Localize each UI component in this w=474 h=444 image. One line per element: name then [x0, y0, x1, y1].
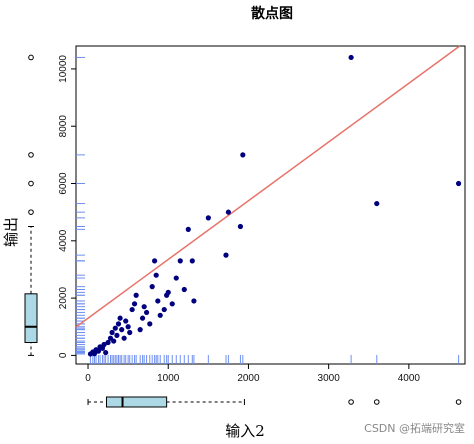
data-point	[101, 341, 107, 348]
data-point	[189, 258, 195, 264]
y-axis-label: 输出	[2, 217, 20, 247]
data-point	[112, 325, 118, 331]
plot-frame	[75, 45, 466, 365]
x-tick-label: 3000	[318, 373, 341, 384]
data-point	[133, 292, 139, 298]
data-point	[161, 306, 167, 313]
chart-title: 散点图	[251, 5, 293, 22]
data-point	[119, 327, 125, 333]
data-point	[125, 324, 131, 330]
data-point	[185, 226, 191, 232]
data-point	[155, 298, 161, 304]
x-tick-label: 4000	[398, 373, 421, 384]
data-points	[87, 54, 462, 357]
data-point	[114, 332, 120, 338]
data-point	[123, 318, 129, 324]
data-point	[173, 275, 179, 281]
y-tick-label: 2000	[58, 287, 69, 310]
y-boxplot	[24, 54, 38, 356]
data-point	[121, 335, 127, 341]
data-point	[455, 180, 462, 187]
data-point	[127, 329, 133, 336]
x-box-outlier	[455, 399, 462, 405]
data-point	[141, 304, 147, 310]
data-point	[91, 351, 98, 357]
y-tick-label: 6000	[58, 172, 69, 195]
data-point	[374, 200, 380, 207]
x-box-body	[105, 396, 168, 408]
data-point	[139, 315, 146, 321]
data-point	[147, 321, 153, 327]
x-tick-label: 1000	[157, 373, 180, 384]
y-box-outlier	[28, 54, 34, 61]
y-box-outlier	[28, 180, 34, 187]
x-box-outlier	[348, 399, 354, 405]
regression-line	[75, 45, 461, 328]
data-point	[191, 298, 197, 304]
data-point	[109, 329, 115, 336]
data-point	[153, 272, 159, 278]
rug-marks	[76, 56, 460, 364]
data-point	[225, 209, 231, 215]
x-axis: 0 1000 2000 3000 4000	[85, 364, 420, 384]
data-point	[95, 348, 102, 354]
y-box-body	[24, 293, 38, 344]
y-tick-label: 8000	[58, 115, 69, 138]
data-point	[177, 258, 183, 264]
data-point	[103, 349, 109, 356]
data-point	[157, 312, 163, 318]
data-point	[237, 223, 244, 230]
data-point	[223, 252, 229, 258]
data-point	[181, 286, 187, 293]
data-point	[165, 289, 171, 295]
data-point	[105, 339, 111, 346]
regression-line-group	[75, 45, 461, 328]
watermark: CSDN @拓端研究室	[364, 421, 465, 435]
y-tick-label: 10000	[58, 55, 69, 83]
data-point	[117, 315, 123, 321]
data-point	[129, 306, 135, 313]
y-box-outlier	[28, 209, 34, 215]
data-point	[115, 321, 122, 327]
data-point	[111, 338, 117, 344]
x-boxplot	[87, 396, 462, 408]
data-point	[169, 301, 175, 307]
data-point	[240, 152, 246, 158]
data-point	[137, 327, 143, 333]
x-box-outlier	[373, 399, 380, 405]
y-tick-label: 4000	[58, 229, 69, 252]
data-point	[152, 258, 158, 264]
y-box-outlier	[28, 152, 34, 158]
x-tick-label: 2000	[237, 373, 260, 384]
x-axis-label: 输入2	[225, 422, 265, 440]
data-point	[143, 309, 150, 316]
data-point	[205, 215, 211, 221]
data-point	[149, 284, 155, 290]
data-point	[348, 54, 354, 61]
y-axis: 0 2000 4000 6000 8000 10000	[58, 55, 76, 358]
x-tick-label: 0	[85, 373, 91, 384]
data-point	[131, 301, 138, 307]
y-tick-label: 0	[58, 352, 69, 358]
